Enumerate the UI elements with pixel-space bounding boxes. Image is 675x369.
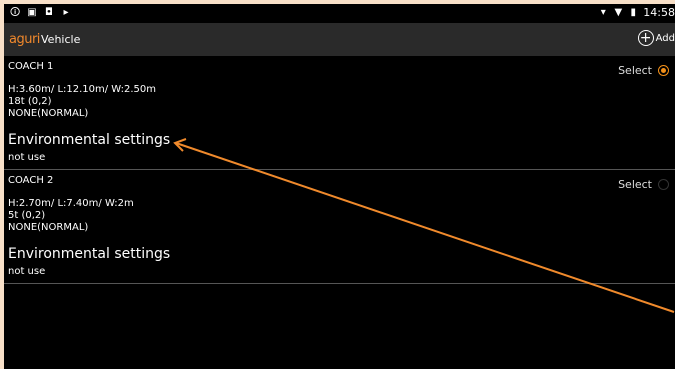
environmental-settings-label[interactable]: Environmental settings xyxy=(8,246,171,262)
plus-circle-icon: + xyxy=(637,30,654,46)
vehicle-row-coach-1[interactable]: COACH 1 H:3.60m/ L:12.10m/ W:2.50m 18t (… xyxy=(4,56,675,170)
vehicle-dimensions: H:3.60m/ L:12.10m/ W:2.50m xyxy=(8,84,156,95)
app-bar: aguri Vehicle + Add xyxy=(4,23,675,56)
aguri-logo: aguri xyxy=(9,32,40,47)
add-label: Add xyxy=(655,32,675,44)
vehicle-name: COACH 2 xyxy=(8,175,54,186)
battery-icon: ▮ xyxy=(630,7,637,18)
device-screen: 🛈 ▣ ◘ ▸ ▾ ▼ ▮ 14:58 aguri Vehicle + Add … xyxy=(4,4,675,369)
vehicle-weight: 18t (0,2) xyxy=(8,96,52,107)
environmental-settings-label[interactable]: Environmental settings xyxy=(8,132,171,148)
status-time: 14:58 xyxy=(643,6,675,19)
radio-unselected-icon[interactable] xyxy=(658,179,669,190)
environmental-settings-value: not use xyxy=(8,152,46,163)
status-right-icons: ▾ ▼ ▮ 14:58 xyxy=(598,6,675,19)
vehicle-dimensions: H:2.70m/ L:7.40m/ W:2m xyxy=(8,198,134,209)
environmental-settings-value: not use xyxy=(8,266,46,277)
wifi-icon: ▼ xyxy=(614,7,623,18)
add-vehicle-button[interactable]: + Add xyxy=(637,30,675,46)
radio-selected-icon[interactable] xyxy=(658,65,669,76)
location-icon: ▾ xyxy=(600,7,606,18)
vehicle-name: COACH 1 xyxy=(8,61,54,72)
vehicle-weight: 5t (0,2) xyxy=(8,210,46,221)
image-icon: ▣ xyxy=(27,7,37,18)
select-label: Select xyxy=(618,64,652,77)
vehicle-row-coach-2[interactable]: COACH 2 H:2.70m/ L:7.40m/ W:2m 5t (0,2) … xyxy=(4,170,675,284)
status-left-icons: 🛈 ▣ ◘ ▸ xyxy=(10,7,71,18)
status-bar: 🛈 ▣ ◘ ▸ ▾ ▼ ▮ 14:58 xyxy=(4,4,675,23)
notification-icon: 🛈 xyxy=(10,7,21,18)
page-title: Vehicle xyxy=(41,33,81,46)
lock-icon: ◘ xyxy=(45,7,53,18)
vehicle-mode: NONE(NORMAL) xyxy=(8,108,89,119)
select-label: Select xyxy=(618,178,652,191)
select-coach-1[interactable]: Select xyxy=(618,64,669,77)
arrow-icon: ▸ xyxy=(63,7,69,18)
select-coach-2[interactable]: Select xyxy=(618,178,669,191)
vehicle-mode: NONE(NORMAL) xyxy=(8,222,89,233)
